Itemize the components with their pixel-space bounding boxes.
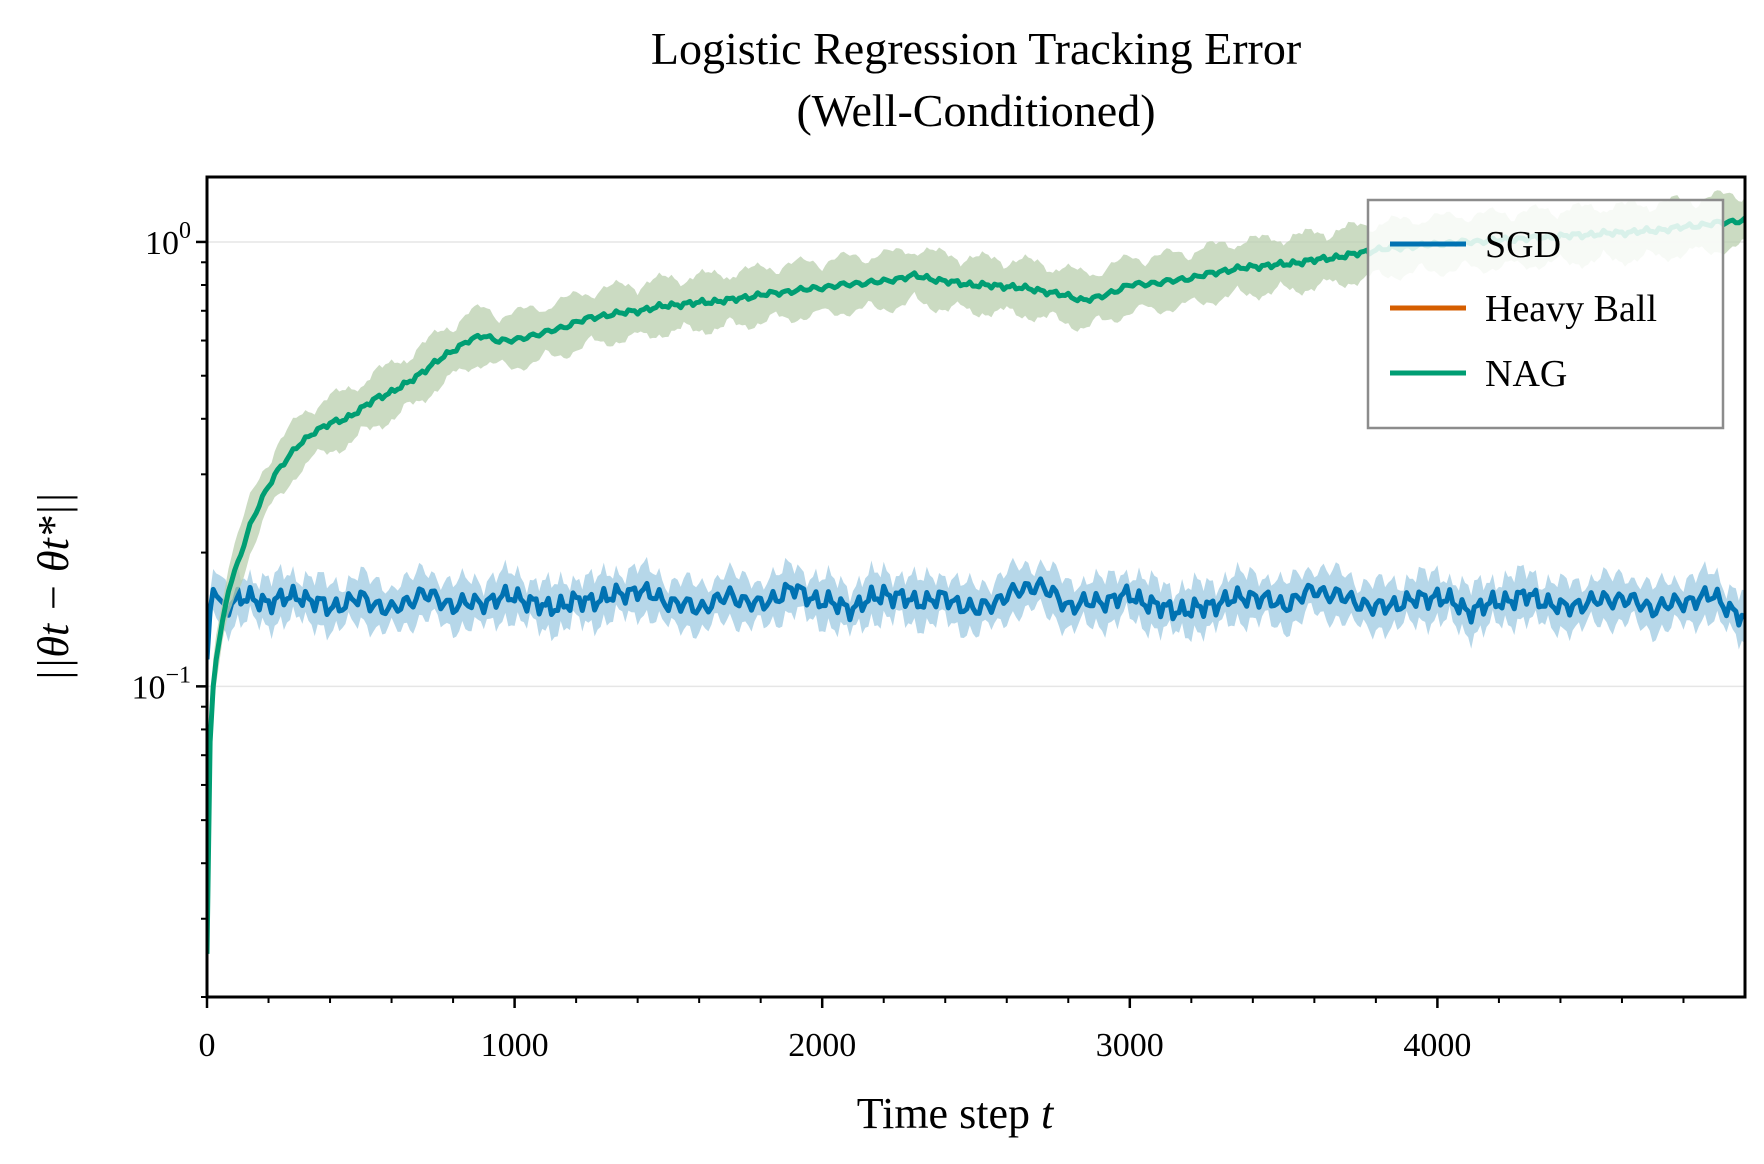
legend-label-nag: NAG xyxy=(1485,353,1567,395)
y-axis-label: ||θt − θt*|| xyxy=(29,492,78,682)
x-tick-label-1: 1000 xyxy=(481,1027,549,1064)
legend-box xyxy=(1366,198,1725,430)
x-axis-label-var: t xyxy=(1041,1089,1055,1138)
x-tick-label-2: 2000 xyxy=(788,1027,856,1064)
legend-label-sgd: SGD xyxy=(1485,224,1561,266)
axis-layer: 0 1000 2000 3000 4000 10−1 100 xyxy=(131,218,1685,1064)
chart-title: Logistic Regression Tracking Error xyxy=(651,23,1301,74)
x-axis-label-text: Time step xyxy=(857,1089,1030,1138)
plot-frame xyxy=(205,175,1747,999)
band-sgd xyxy=(207,556,1745,676)
legend: SGD Heavy Ball NAG xyxy=(1366,198,1725,430)
x-tick-label-3: 3000 xyxy=(1096,1027,1164,1064)
x-axis-label: Time step t xyxy=(857,1089,1055,1138)
chart-subtitle: (Well-Conditioned) xyxy=(796,85,1155,136)
y-tick-label-1: 100 xyxy=(145,218,191,262)
legend-label-heavy-ball: Heavy Ball xyxy=(1485,288,1657,330)
x-tick-label-0: 0 xyxy=(199,1027,216,1064)
x-tick-label-4: 4000 xyxy=(1403,1027,1471,1064)
y-tick-label-0: 10−1 xyxy=(131,662,191,706)
line-sgd xyxy=(207,576,1745,660)
